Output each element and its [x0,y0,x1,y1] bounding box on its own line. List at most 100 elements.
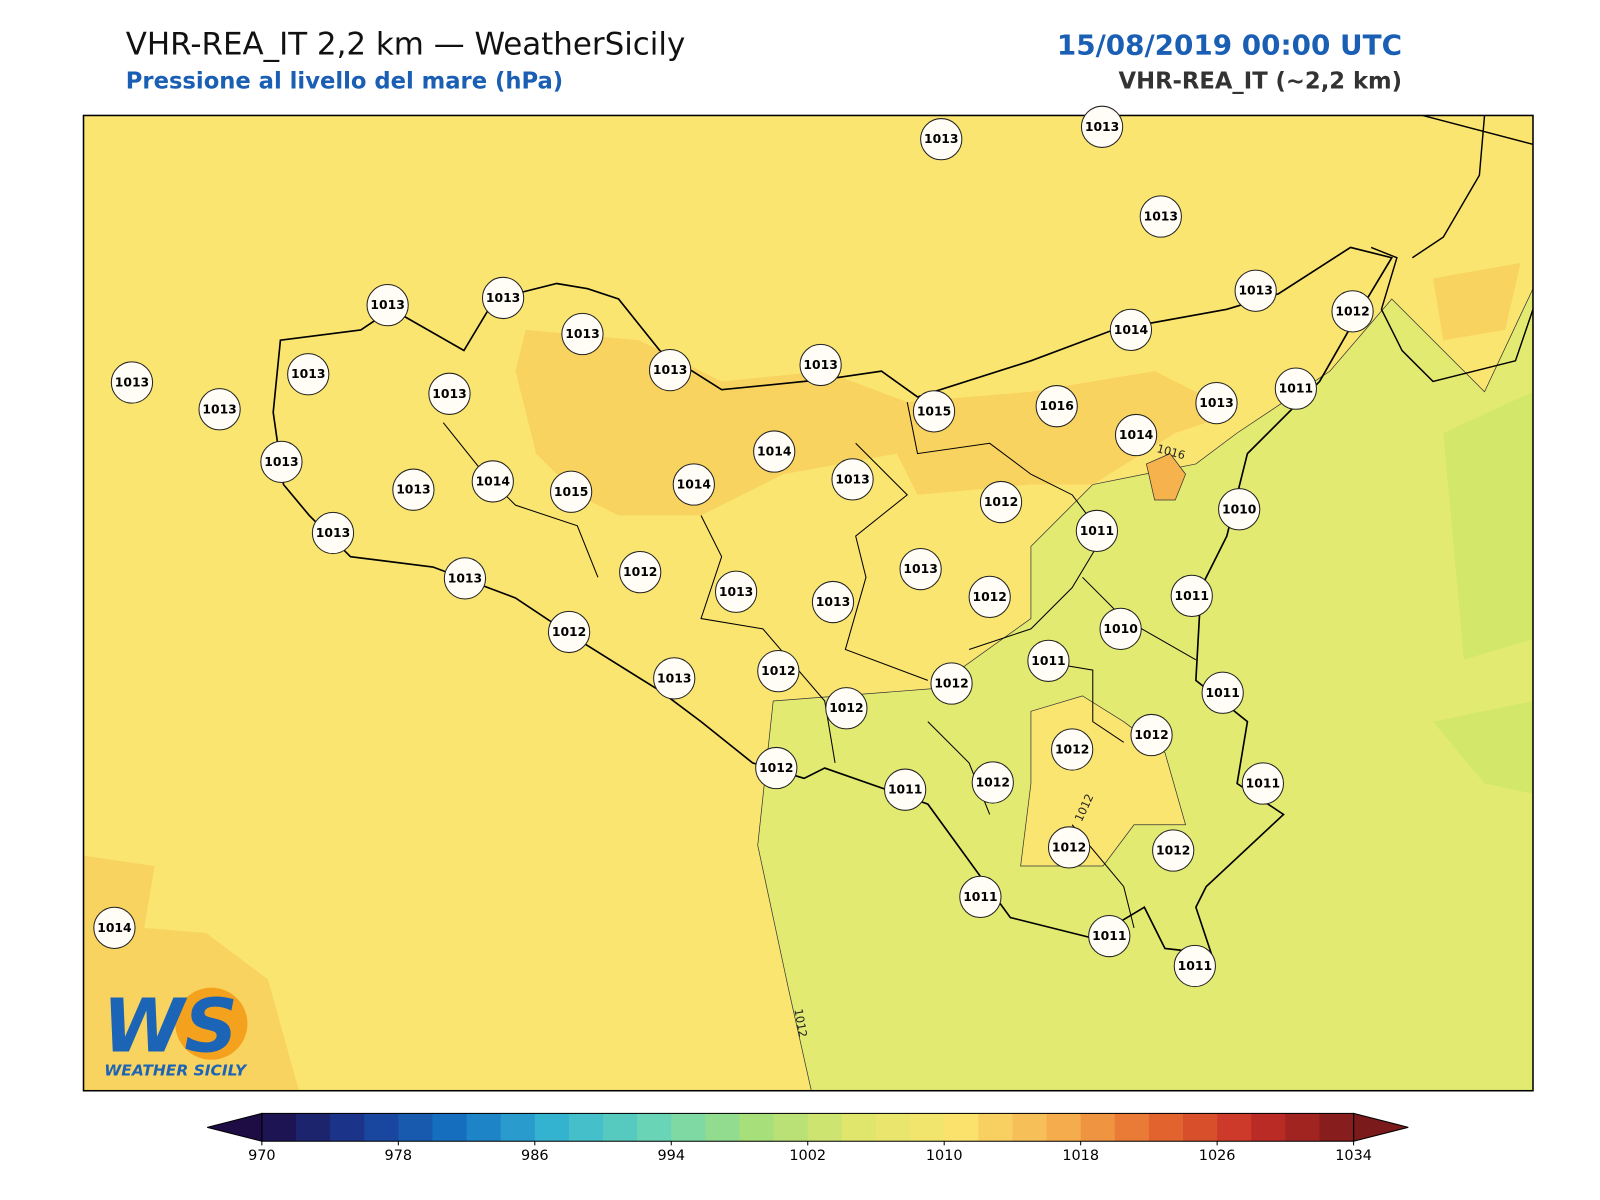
station-marker [1173,944,1216,988]
station: 1013 [260,440,303,483]
station: 1014 [1114,413,1158,457]
colorbar-bin [910,1113,945,1142]
station: 1012 [825,687,868,730]
station: 1013 [366,284,409,327]
station-value: 1011 [963,890,997,904]
station-value: 1013 [448,571,482,585]
high-core [1145,453,1186,501]
station-value: 1013 [835,472,869,486]
station: 1012 [619,551,662,594]
station: 1014 [471,460,514,503]
title: VHR-REA_IT 2,2 km — WeatherSicily [126,27,686,63]
colorbar-tick-label: 1034 [1335,1148,1372,1164]
colorbar-bin [978,1113,1013,1142]
station-marker [831,458,874,501]
logo: WS WEATHER SICILY [102,983,248,1080]
station-marker [1051,728,1094,771]
colorbar-tick-label: 978 [385,1148,413,1164]
station-marker [1109,308,1153,352]
colorbar-bin [295,1113,331,1142]
station: 1013 [653,657,696,700]
station-value: 1011 [1205,686,1239,700]
colorbar-bin [875,1113,911,1142]
station-value: 1013 [903,562,937,576]
station: 1014 [93,906,136,949]
colorbar-bin [568,1113,604,1142]
station-value: 1012 [761,664,795,678]
station: 1013 [428,372,471,415]
colorbar-bin [330,1113,365,1142]
colorbar-bin [1080,1113,1116,1142]
station-marker [1234,269,1277,312]
colorbar-bin [432,1113,468,1142]
station-value: 1011 [1279,382,1313,396]
station-marker [561,312,604,356]
station-value: 1012 [1134,728,1168,742]
station-marker [811,580,855,624]
station: 1013 [920,118,963,161]
station-marker [1331,290,1374,333]
colorbar-bin [603,1113,638,1142]
station-value: 1015 [554,485,588,499]
station: 1011 [1088,914,1131,958]
station-marker [884,768,927,811]
station-value: 1013 [486,291,520,305]
station-value: 1012 [1055,742,1089,756]
colorbar-bin [466,1113,502,1142]
station: 1013 [648,348,692,392]
station-value: 1013 [653,363,687,377]
station: 1012 [547,610,591,654]
station: 1013 [392,468,435,511]
station-marker [971,761,1014,804]
station-value: 1013 [803,358,837,372]
station-marker [549,470,593,513]
station-value: 1013 [657,671,691,685]
station: 1013 [1195,381,1238,425]
station-value: 1014 [476,474,511,488]
station: 1013 [1139,195,1182,238]
station: 1014 [1109,308,1153,352]
station: 1012 [979,480,1023,524]
station: 1012 [968,575,1011,619]
colorbar-bin [944,1113,979,1142]
station: 1013 [311,511,355,555]
colorbar-bin [671,1113,706,1142]
station: 1011 [1075,509,1119,553]
station-value: 1013 [565,327,599,341]
station-value: 1010 [1222,502,1257,516]
station-value: 1013 [291,367,325,381]
station: 1013 [561,312,604,356]
station-value: 1012 [972,590,1006,604]
station-value: 1013 [432,387,466,401]
station-marker [260,440,303,483]
colorbar-bin [534,1113,570,1142]
colorbar-extend [207,1112,263,1142]
logo-mark: WS [102,983,237,1070]
station-value: 1012 [984,495,1018,509]
station-marker [1170,574,1213,618]
station: 1013 [899,547,942,591]
station-marker [899,547,942,591]
station-marker [753,430,796,473]
stations: 1013 1013 1013 1013 1013 1013 1013 1013 1013 1012… [93,105,1374,988]
station-value: 1012 [552,625,586,639]
colorbar-tick-label: 994 [657,1148,685,1164]
station: 1012 [755,746,798,790]
station: 1011 [1173,944,1216,988]
colorbar-bin [1251,1113,1286,1142]
station-marker [110,361,154,404]
station-value: 1014 [1119,428,1154,442]
station-value: 1013 [1199,396,1233,410]
logo-text: WEATHER SICILY [104,1061,248,1079]
colorbar-bin [1012,1113,1048,1142]
model: VHR-REA_IT (~2,2 km) [1119,69,1403,95]
station-marker [757,649,800,693]
station-value: 1013 [202,402,236,416]
colorbar-tick-label: 986 [521,1148,549,1164]
station: 1010 [1218,488,1261,531]
colorbar-bin [705,1113,741,1142]
station-value: 1012 [934,677,968,691]
station-value: 1013 [316,526,350,540]
station-marker [93,906,136,949]
station: 1013 [481,276,525,320]
